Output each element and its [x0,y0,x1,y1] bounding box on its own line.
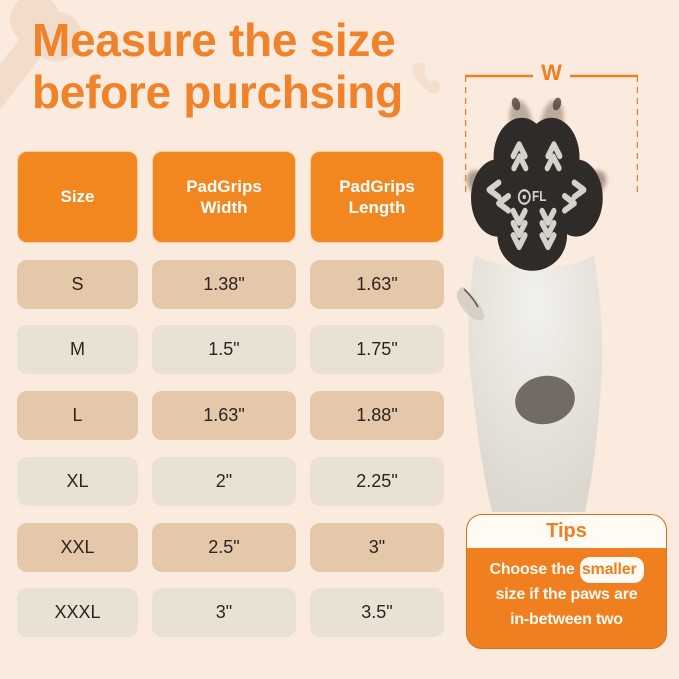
svg-text:FL: FL [532,188,546,204]
